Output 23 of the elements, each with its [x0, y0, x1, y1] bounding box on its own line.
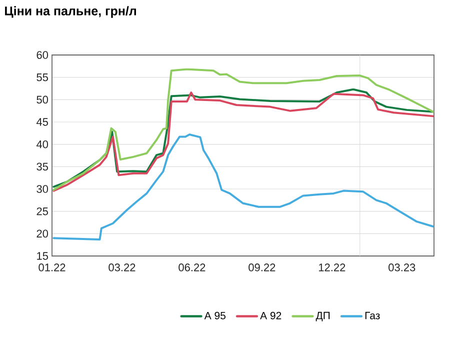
y-tick-label: 30 — [36, 185, 48, 193]
x-tick-label: 09.22 — [248, 264, 276, 272]
x-tick-label: 06.22 — [178, 264, 206, 272]
x-tick-label: 03.23 — [388, 264, 416, 272]
y-tick-label: 40 — [36, 140, 48, 148]
legend-label: А 95 — [204, 312, 226, 320]
line-series — [52, 134, 434, 240]
legend-label: А 92 — [260, 312, 282, 320]
x-tick-label: 12.22 — [318, 264, 346, 272]
y-tick-label: 35 — [36, 162, 48, 171]
line-series — [52, 68, 434, 191]
y-tick-label: 15 — [37, 252, 48, 260]
x-tick-label: 03.22 — [108, 264, 136, 272]
y-tick-label: 50 — [36, 96, 48, 104]
legend-label: Газ — [365, 312, 380, 320]
y-tick-label: 45 — [36, 118, 48, 126]
y-tick-label: 20 — [36, 230, 48, 238]
y-tick-label: 60 — [36, 51, 48, 59]
chart-title: Ціни на пальне, грн/л — [5, 6, 136, 18]
x-tick-label: 01.22 — [38, 264, 66, 272]
y-tick-label: 25 — [36, 207, 48, 216]
y-tick-label: 55 — [36, 74, 48, 82]
legend-label: ДП — [316, 312, 330, 322]
